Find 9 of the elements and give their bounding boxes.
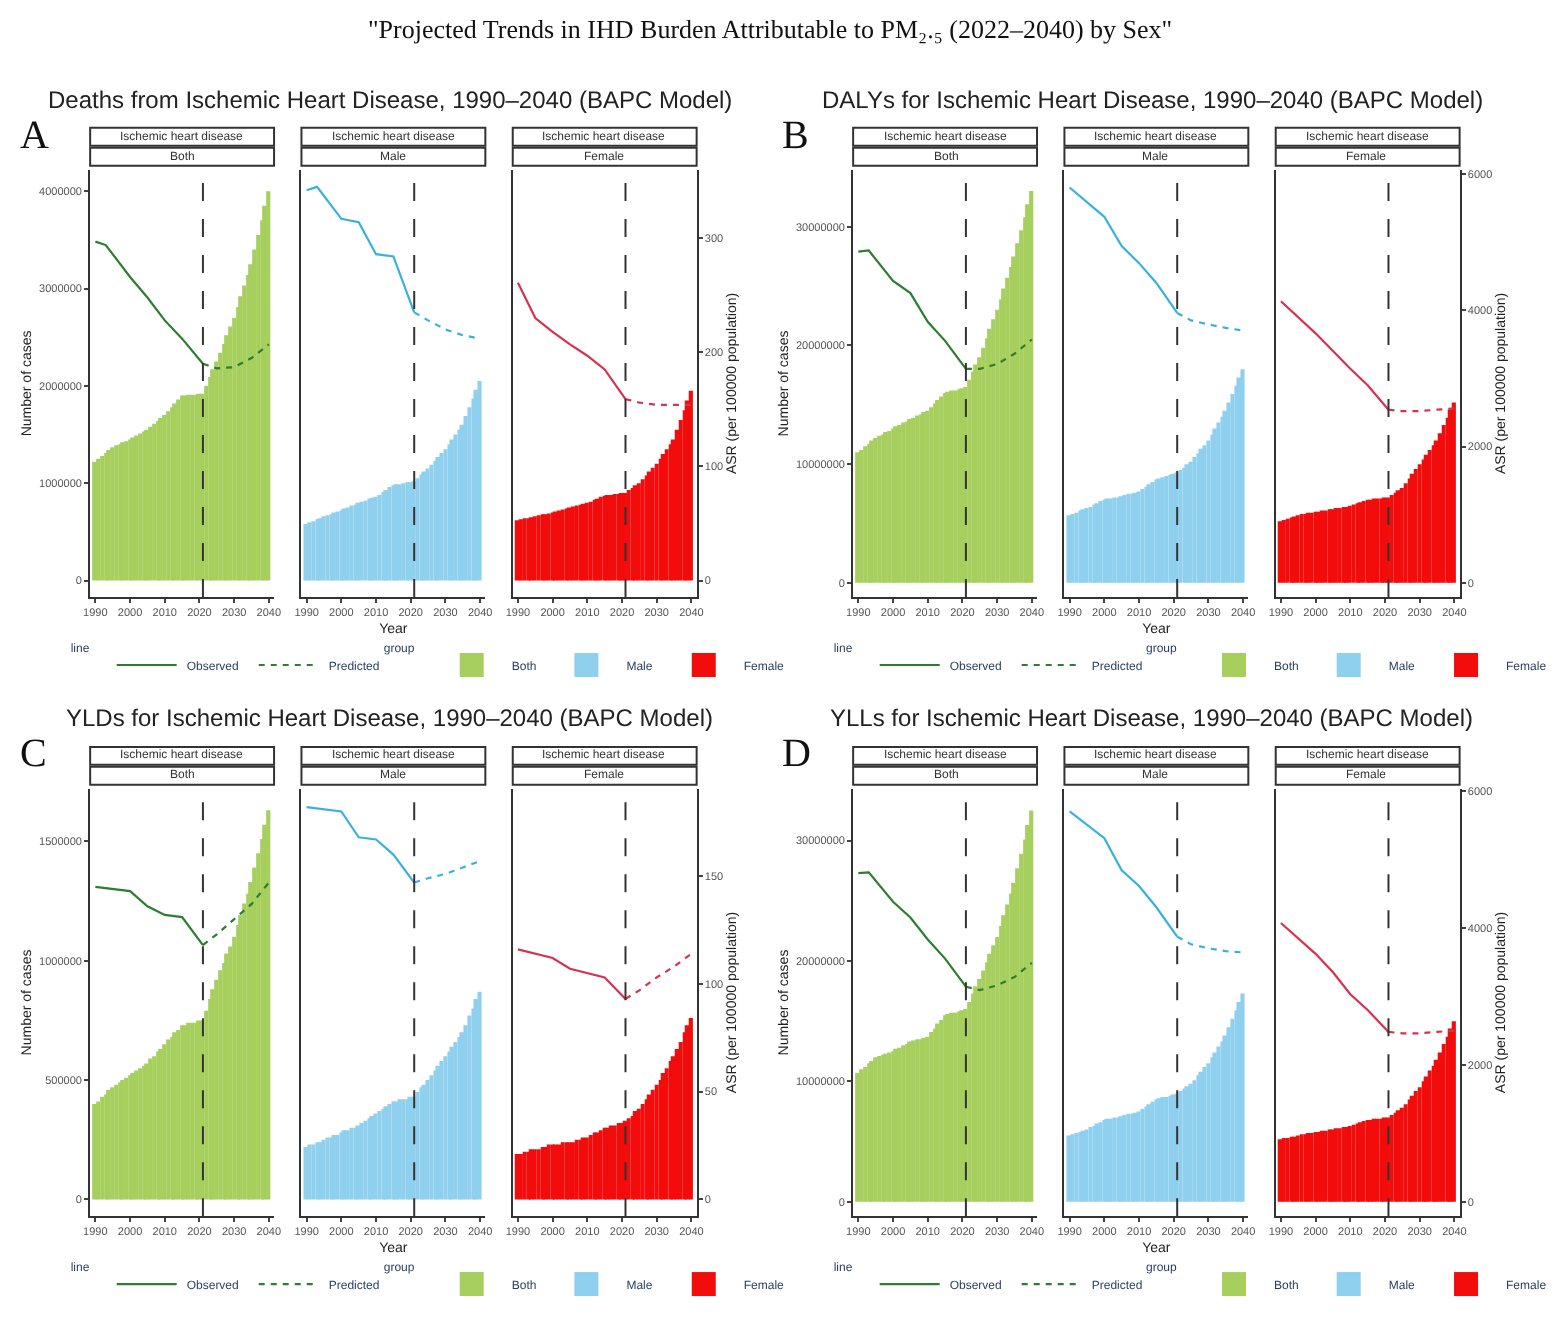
text: "Projected Trends in IHD Burden Attributable to PM₂.₅ (2022–2040) by Sex" (368, 14, 1173, 44)
text: B (782, 114, 809, 158)
text: A (20, 114, 50, 158)
text: YLLs for Ischemic Heart Disease, 1990–2040 (BAPC Model) (830, 704, 1473, 732)
text: YLDs for Ischemic Heart Disease, 1990–2040 (BAPC Model) (66, 704, 713, 732)
text: Deaths from Ischemic Heart Disease, 1990–2040 (BAPC Model) (48, 86, 733, 114)
text: D (782, 732, 811, 776)
text: C (20, 732, 47, 776)
text: DALYs for Ischemic Heart Disease, 1990–2040 (BAPC Model) (822, 86, 1484, 114)
